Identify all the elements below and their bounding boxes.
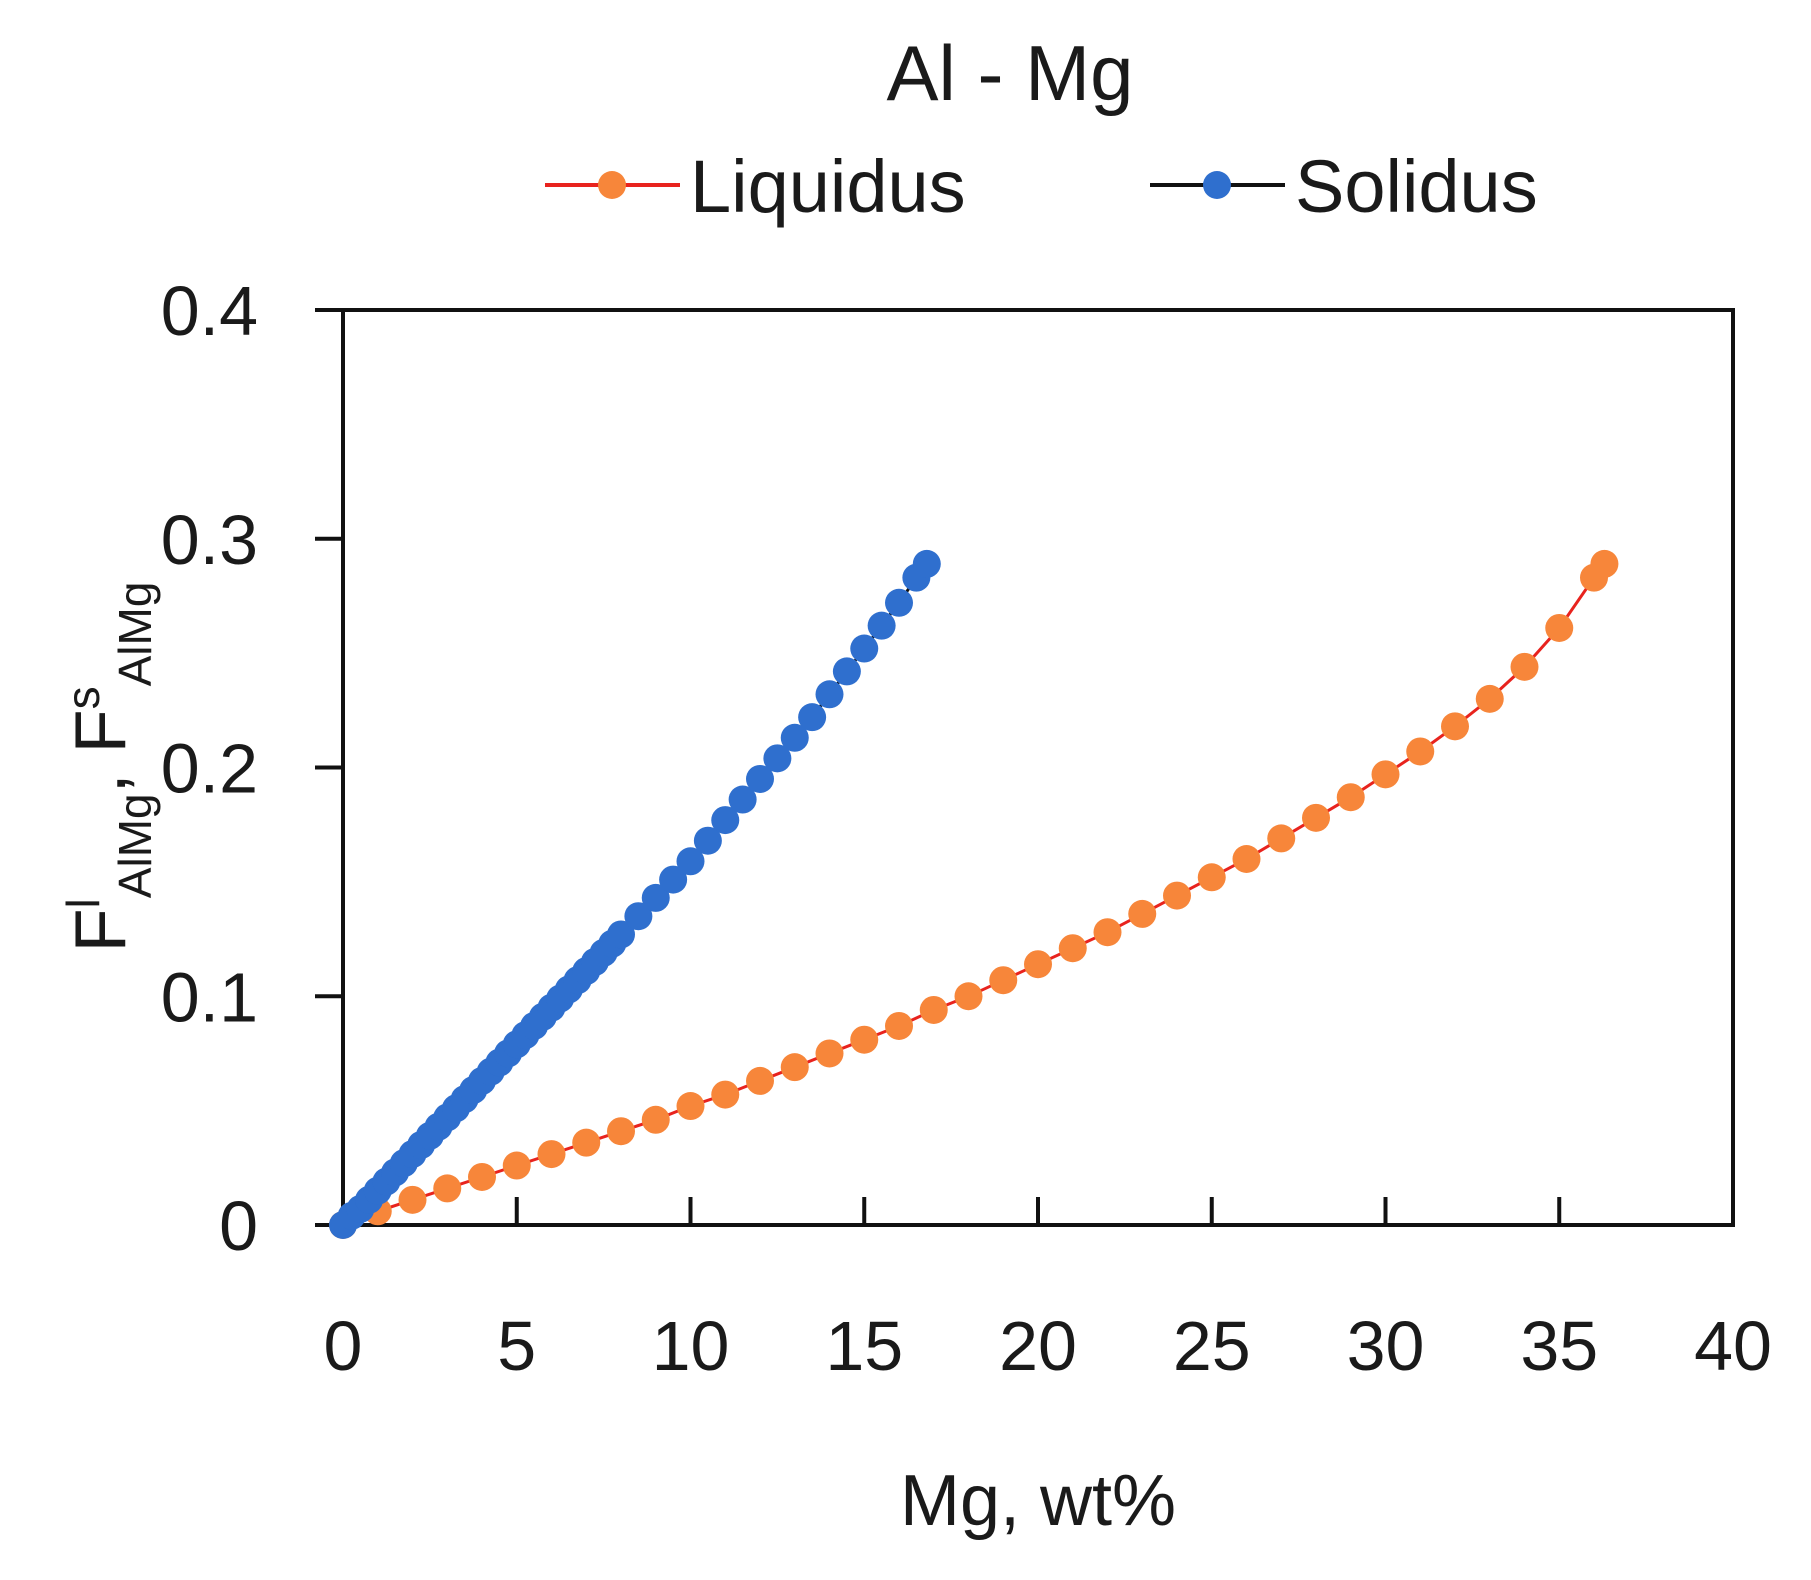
data-point-liquidus [1511,653,1539,681]
data-point-liquidus [1059,934,1087,962]
data-point-liquidus [1198,863,1226,891]
x-tick-label: 20 [999,1307,1077,1385]
data-point-liquidus [1163,882,1191,910]
x-tick-label: 5 [497,1307,536,1385]
data-point-solidus [816,680,844,708]
y-axis-title-sup1: l [57,898,109,908]
data-point-liquidus [607,1117,635,1145]
data-point-liquidus [468,1163,496,1191]
data-point-liquidus [1094,918,1122,946]
y-tick-label: 0 [219,1187,258,1265]
data-point-solidus [833,657,861,685]
x-tick-label: 25 [1173,1307,1251,1385]
data-point-liquidus [1233,845,1261,873]
data-point-liquidus [781,1053,809,1081]
data-point-solidus [913,550,941,578]
data-point-solidus [798,703,826,731]
data-point-liquidus [850,1026,878,1054]
data-point-liquidus [1128,900,1156,928]
y-axis-title-sub2: AlMg [109,582,161,687]
chart-title: Al - Mg [886,29,1133,117]
data-point-liquidus [503,1152,531,1180]
data-point-liquidus [1337,783,1365,811]
y-tick-label: 0.1 [161,958,258,1036]
data-point-liquidus [816,1039,844,1067]
y-axis-title-sup2: s [57,686,109,709]
legend-marker-solidus [1203,171,1231,199]
y-tick-label: 0.2 [161,730,258,808]
data-point-liquidus [1267,824,1295,852]
data-point-liquidus [989,966,1017,994]
y-tick-label: 0.4 [161,272,258,350]
y-axis-title: FlAlMg, FsAlMg [57,582,161,953]
data-point-liquidus [920,996,948,1024]
data-point-liquidus [399,1186,427,1214]
x-tick-label: 35 [1520,1307,1598,1385]
plot-area [343,310,1733,1225]
series-line-liquidus [343,564,1604,1225]
data-point-liquidus [1441,712,1469,740]
y-axis-title-f1: F [61,908,141,952]
y-tick-label: 0.3 [161,501,258,579]
x-tick-label: 0 [324,1307,363,1385]
x-tick-label: 10 [652,1307,730,1385]
data-point-liquidus [1024,950,1052,978]
data-point-liquidus [642,1106,670,1134]
y-axis-ticks: 0 0.1 0.2 0.3 0.4 [161,272,343,1265]
data-point-liquidus [538,1140,566,1168]
x-tick-label: 15 [825,1307,903,1385]
data-point-liquidus [955,982,983,1010]
data-point-solidus [868,612,896,640]
data-point-solidus [850,635,878,663]
data-point-liquidus [572,1129,600,1157]
data-point-solidus [885,589,913,617]
data-point-liquidus [1476,685,1504,713]
x-axis-title: Mg, wt% [900,1461,1176,1541]
x-tick-label: 40 [1694,1307,1772,1385]
data-point-liquidus [711,1081,739,1109]
data-point-liquidus [677,1092,705,1120]
data-point-liquidus [746,1067,774,1095]
data-point-liquidus [1590,550,1618,578]
data-point-liquidus [1372,760,1400,788]
legend-label-liquidus: Liquidus [690,145,966,228]
data-point-liquidus [1406,737,1434,765]
legend-label-solidus: Solidus [1295,145,1538,228]
data-point-liquidus [1545,614,1573,642]
x-tick-label: 30 [1347,1307,1425,1385]
series-layer [329,550,1618,1239]
legend-marker-liquidus [598,171,626,199]
data-point-liquidus [885,1012,913,1040]
data-point-liquidus [1302,804,1330,832]
y-axis-title-f2: F [61,709,141,753]
y-axis-title-sub1: AlMg [109,793,161,898]
data-point-liquidus [433,1174,461,1202]
legend: Liquidus Solidus [545,145,1538,228]
y-axis-title-sep: , [61,753,141,793]
